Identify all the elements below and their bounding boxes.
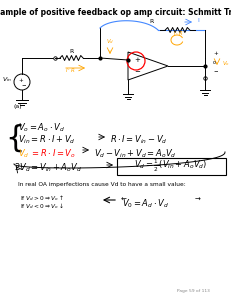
Text: +: + xyxy=(19,77,23,83)
Text: $2 V_d = V_{in} + A_o V_d$: $2 V_d = V_{in} + A_o V_d$ xyxy=(14,162,82,175)
Text: $V_d$: $V_d$ xyxy=(18,147,30,160)
Text: $= R \cdot I = V_o$: $= R \cdot I = V_o$ xyxy=(30,147,76,160)
Text: −: − xyxy=(134,69,140,75)
Text: $I \cdot R$: $I \cdot R$ xyxy=(65,66,75,74)
Text: $I \cdot R$: $I \cdot R$ xyxy=(173,29,183,37)
Text: Page 59 of 113: Page 59 of 113 xyxy=(177,289,210,293)
Text: $V_o = A_o \cdot V_d$: $V_o = A_o \cdot V_d$ xyxy=(18,122,65,134)
Text: $\leftarrow$: $\leftarrow$ xyxy=(119,196,128,202)
Text: (a): (a) xyxy=(14,104,23,109)
Text: $V_{in}$: $V_{in}$ xyxy=(2,76,12,84)
Text: $\rightarrow$: $\rightarrow$ xyxy=(193,196,202,202)
Text: If $V_d > 0 \Rightarrow V_o \uparrow$: If $V_d > 0 \Rightarrow V_o \uparrow$ xyxy=(20,193,64,203)
Text: $V_o$: $V_o$ xyxy=(222,59,230,68)
Text: $V_d$: $V_d$ xyxy=(106,37,114,46)
Text: In real OA imperfections cause Vd to have a small value:: In real OA imperfections cause Vd to hav… xyxy=(18,182,186,187)
Text: $R \cdot I = V_{in} - V_d$: $R \cdot I = V_{in} - V_d$ xyxy=(110,134,167,146)
Text: $V_0 = A_d \cdot V_d$: $V_0 = A_d \cdot V_d$ xyxy=(122,197,169,209)
Text: I: I xyxy=(197,18,199,23)
Text: If $V_d < 0 \Rightarrow V_o \downarrow$: If $V_d < 0 \Rightarrow V_o \downarrow$ xyxy=(20,201,64,211)
Text: −: − xyxy=(213,68,218,73)
Text: o: o xyxy=(213,60,216,65)
Polygon shape xyxy=(128,52,168,80)
Text: −: − xyxy=(22,82,26,88)
Text: $V_{in} = R \cdot I + V_d$: $V_{in} = R \cdot I + V_d$ xyxy=(18,134,76,146)
Text: +: + xyxy=(213,51,218,56)
Text: $V_d = \frac{1}{2}\left(V_{in} + A_o V_d\right)$: $V_d = \frac{1}{2}\left(V_{in} + A_o V_d… xyxy=(134,158,208,174)
Text: R: R xyxy=(150,19,154,24)
FancyBboxPatch shape xyxy=(116,158,225,175)
Text: R: R xyxy=(69,49,73,54)
Text: {: { xyxy=(5,124,24,152)
Text: $V_d - V_{in} + V_d = A_o V_d$: $V_d - V_{in} + V_d = A_o V_d$ xyxy=(94,147,177,160)
Text: An example of positive feedback op amp circuit: Schmitt Trigger: An example of positive feedback op amp c… xyxy=(0,8,231,17)
Text: +: + xyxy=(134,57,140,63)
